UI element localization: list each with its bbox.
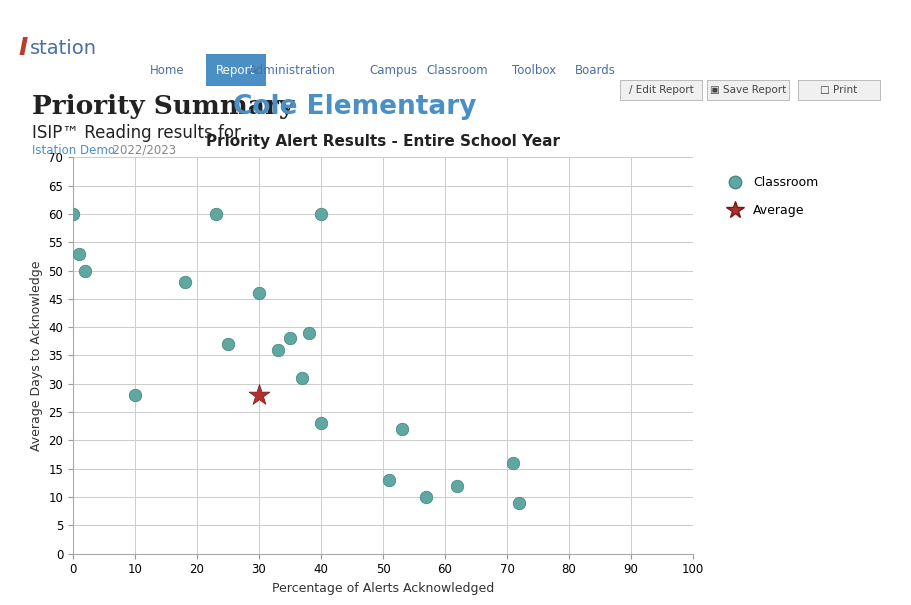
Classroom	[450, 481, 465, 491]
Text: ▣ Save Report: ▣ Save Report	[709, 85, 785, 95]
Text: Priority Summary: Priority Summary	[32, 94, 293, 119]
Classroom	[72, 249, 87, 258]
Text: station: station	[30, 39, 97, 57]
Text: Istation Demo: Istation Demo	[32, 144, 115, 157]
X-axis label: Percentage of Alerts Acknowledged: Percentage of Alerts Acknowledged	[271, 582, 494, 595]
Classroom	[295, 373, 310, 383]
Classroom	[220, 339, 235, 349]
Text: Get Help: Get Help	[831, 59, 886, 72]
Classroom	[66, 209, 80, 219]
Classroom	[301, 328, 315, 338]
Y-axis label: Average Days to Acknowledge: Average Days to Acknowledge	[30, 260, 43, 451]
Text: Home: Home	[149, 64, 184, 77]
Classroom	[313, 419, 328, 428]
Text: Report: Report	[216, 64, 255, 77]
Text: Search: People  ∨: Search: People ∨	[213, 30, 304, 40]
Text: I: I	[18, 36, 27, 60]
Text: ?: ?	[852, 19, 865, 43]
Text: Campus: Campus	[369, 64, 416, 77]
Text: □ Print: □ Print	[820, 85, 856, 95]
Classroom	[512, 498, 527, 508]
Text: Administration: Administration	[249, 64, 335, 77]
Classroom	[313, 209, 328, 219]
Text: Boards: Boards	[574, 64, 615, 77]
Classroom	[419, 492, 434, 502]
Title: Priority Alert Results - Entire School Year: Priority Alert Results - Entire School Y…	[206, 134, 559, 149]
Text: Cole Elementary: Cole Elementary	[232, 94, 476, 120]
Text: 🔍: 🔍	[491, 30, 497, 40]
FancyBboxPatch shape	[206, 54, 266, 86]
Classroom	[506, 458, 520, 468]
Legend: Classroom, Average: Classroom, Average	[717, 171, 823, 223]
Text: / Edit Report: / Edit Report	[629, 85, 692, 95]
Classroom	[208, 209, 222, 219]
Classroom	[394, 424, 408, 434]
Text: Toolbox: Toolbox	[512, 64, 556, 77]
Classroom	[270, 345, 284, 355]
Classroom	[251, 289, 266, 298]
Average	[251, 390, 266, 400]
Text: Classroom: Classroom	[426, 64, 488, 77]
Text: ISIP™ Reading results for: ISIP™ Reading results for	[32, 124, 241, 142]
Classroom	[78, 266, 93, 275]
Text: · 2022/2023: · 2022/2023	[105, 144, 176, 157]
Classroom	[128, 390, 142, 400]
Classroom	[282, 333, 297, 343]
Classroom	[177, 277, 191, 287]
Classroom	[382, 475, 396, 485]
